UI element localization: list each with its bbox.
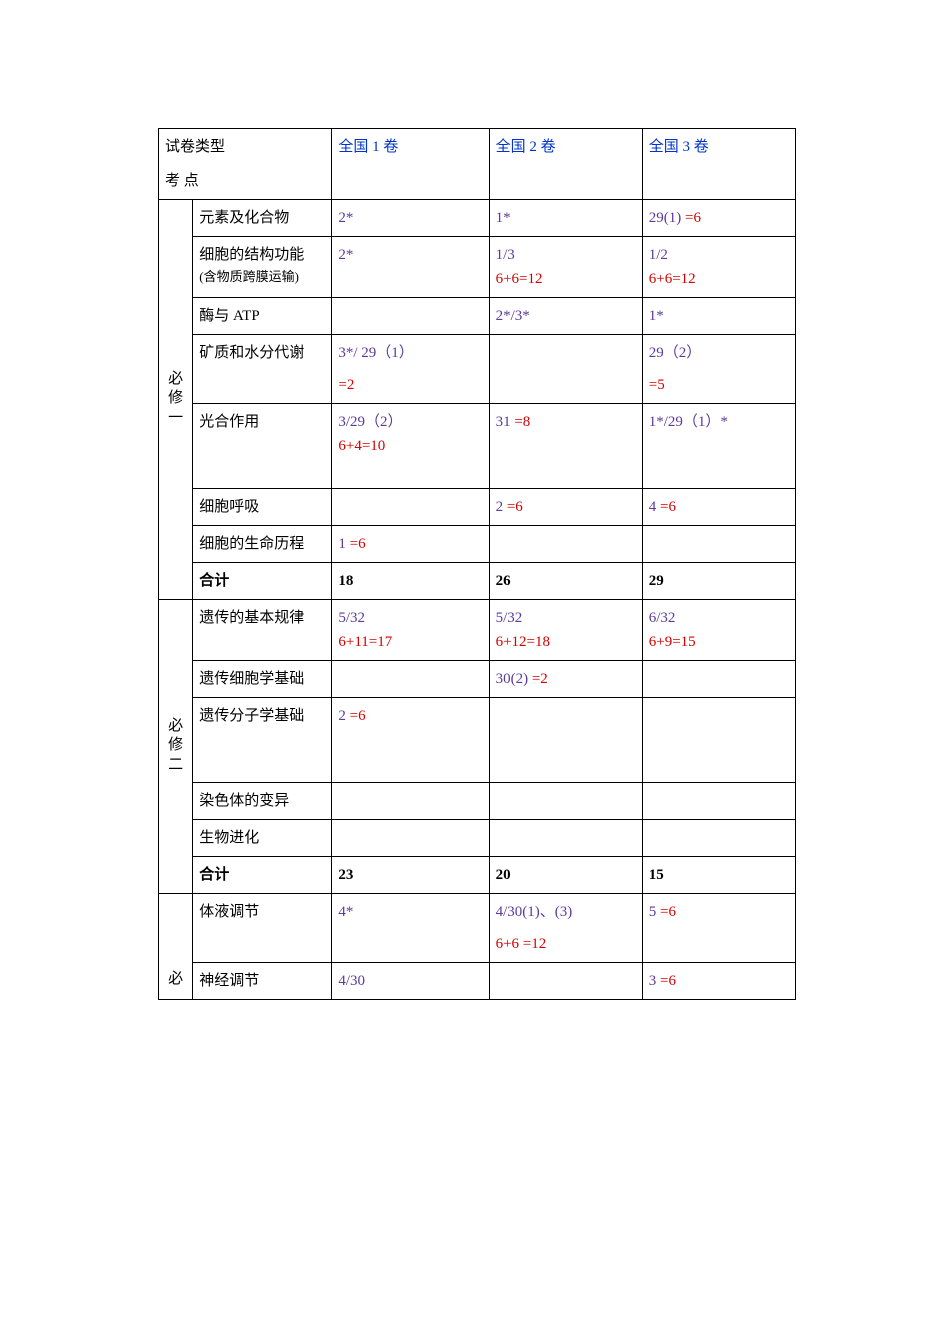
value-cell: 4 =6 bbox=[642, 489, 795, 526]
value-cell: 3/29（2） 6+4=10 bbox=[332, 404, 489, 489]
value-cell bbox=[489, 335, 642, 404]
value-cell: 29（2）=5 bbox=[642, 335, 795, 404]
section-1-label: 必修一 bbox=[159, 200, 193, 600]
topic-cell: 细胞的结构功能(含物质跨膜运输) bbox=[193, 237, 332, 298]
value-cell: 5/326+12=18 bbox=[489, 600, 642, 661]
total-value: 23 bbox=[332, 857, 489, 894]
value-cell: 2*/3* bbox=[489, 298, 642, 335]
header-left: 试卷类型 考 点 bbox=[159, 129, 332, 200]
topic-cell: 元素及化合物 bbox=[193, 200, 332, 237]
value-cell: 1* bbox=[642, 298, 795, 335]
table-row: 细胞呼吸 2 =6 4 =6 bbox=[159, 489, 796, 526]
topic-cell: 光合作用 bbox=[193, 404, 332, 489]
value-cell: 2 =6 bbox=[489, 489, 642, 526]
value-cell bbox=[642, 661, 795, 698]
table-row: 遗传细胞学基础 30(2) =2 bbox=[159, 661, 796, 698]
points-label: 考 点 bbox=[165, 169, 325, 193]
value-cell bbox=[642, 783, 795, 820]
col-national-3: 全国 3 卷 bbox=[642, 129, 795, 200]
topic-cell: 染色体的变异 bbox=[193, 783, 332, 820]
page: 试卷类型 考 点 全国 1 卷 全国 2 卷 全国 3 卷 必修一 元素及化合物… bbox=[0, 0, 945, 1337]
topic-cell: 遗传的基本规律 bbox=[193, 600, 332, 661]
total-value: 26 bbox=[489, 563, 642, 600]
value-cell: 5 =6 bbox=[642, 894, 795, 963]
table-row: 光合作用 3/29（2） 6+4=10 31 =8 1*/29（1）* bbox=[159, 404, 796, 489]
value-cell: 6/326+9=15 bbox=[642, 600, 795, 661]
topic-cell: 生物进化 bbox=[193, 820, 332, 857]
topic-cell: 遗传细胞学基础 bbox=[193, 661, 332, 698]
table-row: 细胞的生命历程 1 =6 bbox=[159, 526, 796, 563]
topic-cell: 体液调节 bbox=[193, 894, 332, 963]
value-cell bbox=[489, 963, 642, 1000]
table-row: 必 体液调节 4* 4/30(1)、(3) 6+6 =12 5 =6 bbox=[159, 894, 796, 963]
value-cell bbox=[332, 783, 489, 820]
section-2-label: 必修二 bbox=[159, 600, 193, 894]
value-cell: 4/30(1)、(3) 6+6 =12 bbox=[489, 894, 642, 963]
total-value: 29 bbox=[642, 563, 795, 600]
table-row: 酶与 ATP 2*/3* 1* bbox=[159, 298, 796, 335]
topic-cell: 遗传分子学基础 bbox=[193, 698, 332, 783]
header-row: 试卷类型 考 点 全国 1 卷 全国 2 卷 全国 3 卷 bbox=[159, 129, 796, 200]
value-cell: 1/2 6+6=12 bbox=[642, 237, 795, 298]
value-cell: 1 =6 bbox=[332, 526, 489, 563]
value-cell: 29(1) =6 bbox=[642, 200, 795, 237]
table-row: 生物进化 bbox=[159, 820, 796, 857]
value-cell bbox=[489, 783, 642, 820]
table-row: 神经调节 4/30 3 =6 bbox=[159, 963, 796, 1000]
total-row: 合计 18 26 29 bbox=[159, 563, 796, 600]
value-cell: 1* bbox=[489, 200, 642, 237]
table-row: 必修一 元素及化合物 2* 1* 29(1) =6 bbox=[159, 200, 796, 237]
total-label: 合计 bbox=[193, 563, 332, 600]
total-value: 20 bbox=[489, 857, 642, 894]
value-cell: 1/36+6=12 bbox=[489, 237, 642, 298]
value-cell: 2* bbox=[332, 200, 489, 237]
value-cell: 3 =6 bbox=[642, 963, 795, 1000]
paper-type-label: 试卷类型 bbox=[165, 135, 325, 159]
value-cell: 3*/ 29（1） =2 bbox=[332, 335, 489, 404]
total-value: 18 bbox=[332, 563, 489, 600]
total-row: 合计 23 20 15 bbox=[159, 857, 796, 894]
value-cell: 31 =8 bbox=[489, 404, 642, 489]
table-row: 染色体的变异 bbox=[159, 783, 796, 820]
value-cell bbox=[332, 298, 489, 335]
table-row: 矿质和水分代谢 3*/ 29（1） =2 29（2）=5 bbox=[159, 335, 796, 404]
value-cell: 2* bbox=[332, 237, 489, 298]
value-cell bbox=[642, 820, 795, 857]
total-value: 15 bbox=[642, 857, 795, 894]
value-cell: 30(2) =2 bbox=[489, 661, 642, 698]
value-cell bbox=[332, 661, 489, 698]
topic-cell: 酶与 ATP bbox=[193, 298, 332, 335]
value-cell bbox=[489, 820, 642, 857]
value-cell bbox=[489, 526, 642, 563]
col-national-2: 全国 2 卷 bbox=[489, 129, 642, 200]
col-national-1: 全国 1 卷 bbox=[332, 129, 489, 200]
value-cell bbox=[642, 526, 795, 563]
topic-cell: 细胞呼吸 bbox=[193, 489, 332, 526]
total-label: 合计 bbox=[193, 857, 332, 894]
topic-cell: 神经调节 bbox=[193, 963, 332, 1000]
value-cell bbox=[489, 698, 642, 783]
table-row: 遗传分子学基础 2 =6 bbox=[159, 698, 796, 783]
topic-cell: 矿质和水分代谢 bbox=[193, 335, 332, 404]
value-cell bbox=[332, 820, 489, 857]
value-cell: 4/30 bbox=[332, 963, 489, 1000]
value-cell: 5/32 6+11=17 bbox=[332, 600, 489, 661]
value-cell bbox=[332, 489, 489, 526]
value-cell: 2 =6 bbox=[332, 698, 489, 783]
value-cell bbox=[642, 698, 795, 783]
table-row: 必修二 遗传的基本规律 5/32 6+11=17 5/326+12=18 6/3… bbox=[159, 600, 796, 661]
section-3-label: 必 bbox=[159, 894, 193, 1000]
value-cell: 4* bbox=[332, 894, 489, 963]
exam-table: 试卷类型 考 点 全国 1 卷 全国 2 卷 全国 3 卷 必修一 元素及化合物… bbox=[158, 128, 796, 1000]
topic-cell: 细胞的生命历程 bbox=[193, 526, 332, 563]
table-row: 细胞的结构功能(含物质跨膜运输) 2* 1/36+6=12 1/2 6+6=12 bbox=[159, 237, 796, 298]
value-cell: 1*/29（1）* bbox=[642, 404, 795, 489]
